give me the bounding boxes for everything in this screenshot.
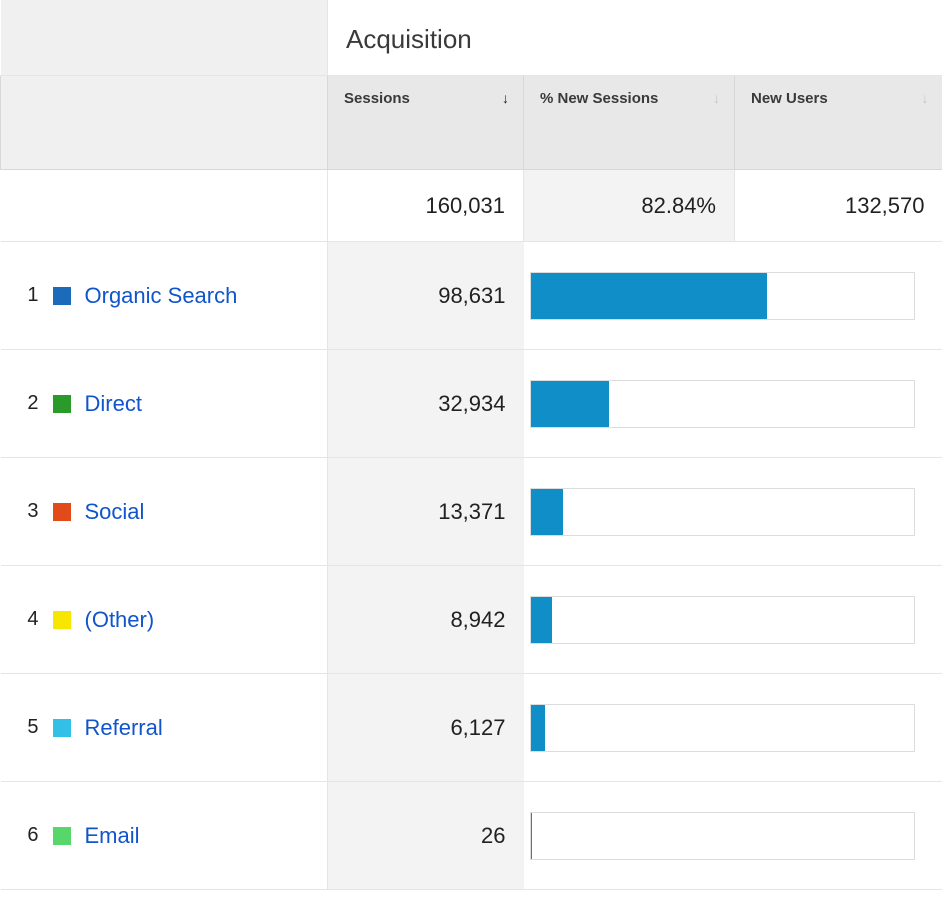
summary-spacer <box>1 170 328 242</box>
table-row: 2 Direct 32,934 <box>1 350 942 458</box>
summary-row: 160,031 82.84% 132,570 <box>1 170 942 242</box>
bar-fill <box>531 381 610 427</box>
row-channel-cell: 6 Email <box>1 782 328 890</box>
legend-swatch-icon <box>53 827 71 845</box>
channel-link[interactable]: Email <box>85 823 140 849</box>
row-sessions-bar <box>524 566 942 674</box>
legend-swatch-icon <box>53 395 71 413</box>
bar-track <box>530 488 915 536</box>
header-spacer-left <box>1 76 328 170</box>
column-header-pct-label: % New Sessions <box>540 90 658 107</box>
table-row: 6 Email 26 <box>1 782 942 890</box>
bar-track <box>530 704 915 752</box>
summary-new-users: 132,570 <box>735 170 942 242</box>
summary-pct-new: 82.84% <box>524 170 735 242</box>
sort-arrow-down-icon: ↓ <box>502 90 509 106</box>
bar-fill <box>531 489 563 535</box>
legend-swatch-icon <box>53 503 71 521</box>
row-sessions-value: 6,127 <box>328 674 524 782</box>
row-sessions-value: 13,371 <box>328 458 524 566</box>
row-sessions-value: 26 <box>328 782 524 890</box>
row-sessions-bar <box>524 782 942 890</box>
legend-swatch-icon <box>53 719 71 737</box>
bar-track <box>530 380 915 428</box>
row-index: 3 <box>23 500 39 523</box>
header-spacer-topleft <box>1 0 328 76</box>
row-index: 4 <box>23 608 39 631</box>
column-header-new-users[interactable]: New Users ↓ <box>735 76 942 170</box>
table-row: 5 Referral 6,127 <box>1 674 942 782</box>
bar-fill <box>531 597 552 643</box>
column-header-new-users-label: New Users <box>751 90 828 107</box>
row-sessions-bar <box>524 674 942 782</box>
row-index: 6 <box>23 824 39 847</box>
row-index: 5 <box>23 716 39 739</box>
channel-link[interactable]: (Other) <box>85 607 155 633</box>
sort-arrow-down-icon: ↓ <box>922 90 929 106</box>
row-sessions-value: 98,631 <box>328 242 524 350</box>
table-row: 1 Organic Search 98,631 <box>1 242 942 350</box>
column-group-acquisition: Acquisition <box>328 0 942 76</box>
channel-link[interactable]: Direct <box>85 391 142 417</box>
table-row: 3 Social 13,371 <box>1 458 942 566</box>
legend-swatch-icon <box>53 611 71 629</box>
bar-track <box>530 812 915 860</box>
row-channel-cell: 4 (Other) <box>1 566 328 674</box>
row-index: 2 <box>23 392 39 415</box>
row-index: 1 <box>23 284 39 307</box>
row-sessions-bar <box>524 242 942 350</box>
channel-link[interactable]: Referral <box>85 715 163 741</box>
bar-track <box>530 272 915 320</box>
bar-track <box>530 596 915 644</box>
row-channel-cell: 5 Referral <box>1 674 328 782</box>
summary-sessions: 160,031 <box>328 170 524 242</box>
row-sessions-bar <box>524 350 942 458</box>
column-header-sessions[interactable]: Sessions ↓ <box>328 76 524 170</box>
channel-link[interactable]: Social <box>85 499 145 525</box>
column-header-sessions-label: Sessions <box>344 90 410 107</box>
channel-link[interactable]: Organic Search <box>85 283 238 309</box>
table-row: 4 (Other) 8,942 <box>1 566 942 674</box>
acquisition-table: Acquisition Sessions ↓ % New Sessions ↓ … <box>0 0 942 890</box>
column-group-label: Acquisition <box>346 24 472 54</box>
row-sessions-value: 32,934 <box>328 350 524 458</box>
sort-arrow-down-icon: ↓ <box>713 90 720 106</box>
bar-fill <box>531 813 532 859</box>
row-channel-cell: 1 Organic Search <box>1 242 328 350</box>
row-channel-cell: 2 Direct <box>1 350 328 458</box>
row-channel-cell: 3 Social <box>1 458 328 566</box>
row-sessions-bar <box>524 458 942 566</box>
column-header-pct-new-sessions[interactable]: % New Sessions ↓ <box>524 76 735 170</box>
legend-swatch-icon <box>53 287 71 305</box>
row-sessions-value: 8,942 <box>328 566 524 674</box>
bar-fill <box>531 273 767 319</box>
bar-fill <box>531 705 546 751</box>
